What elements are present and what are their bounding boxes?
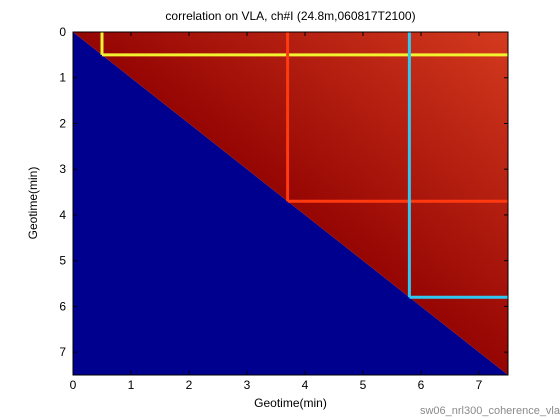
footer-filename: sw06_nrl300_coherence_vla [419,405,560,417]
x-tick-label: 0 [70,378,77,392]
x-tick-label: 3 [244,378,251,392]
y-tick-label: 5 [59,254,66,268]
x-tick-label: 2 [186,378,193,392]
y-tick-label: 7 [59,345,66,359]
x-tick-label: 6 [418,378,425,392]
x-tick-label: 4 [302,378,309,392]
y-tick-label: 1 [59,71,66,85]
x-tick-label: 1 [128,378,135,392]
y-axis-label: Geotime(min) [26,166,40,240]
y-tick-label: 4 [59,208,66,222]
x-tick-label: 7 [476,378,483,392]
chart-title: correlation on VLA, ch#I (24.8m,060817T2… [165,9,416,23]
x-axis-label: Geotime(min) [254,396,327,410]
x-tick-label: 5 [360,378,367,392]
y-tick-label: 0 [59,25,66,39]
upper-triangle-region [73,32,508,375]
y-tick-label: 3 [59,162,66,176]
y-tick-label: 6 [59,299,66,313]
axes-frame [72,31,509,376]
y-tick-label: 2 [59,116,66,130]
